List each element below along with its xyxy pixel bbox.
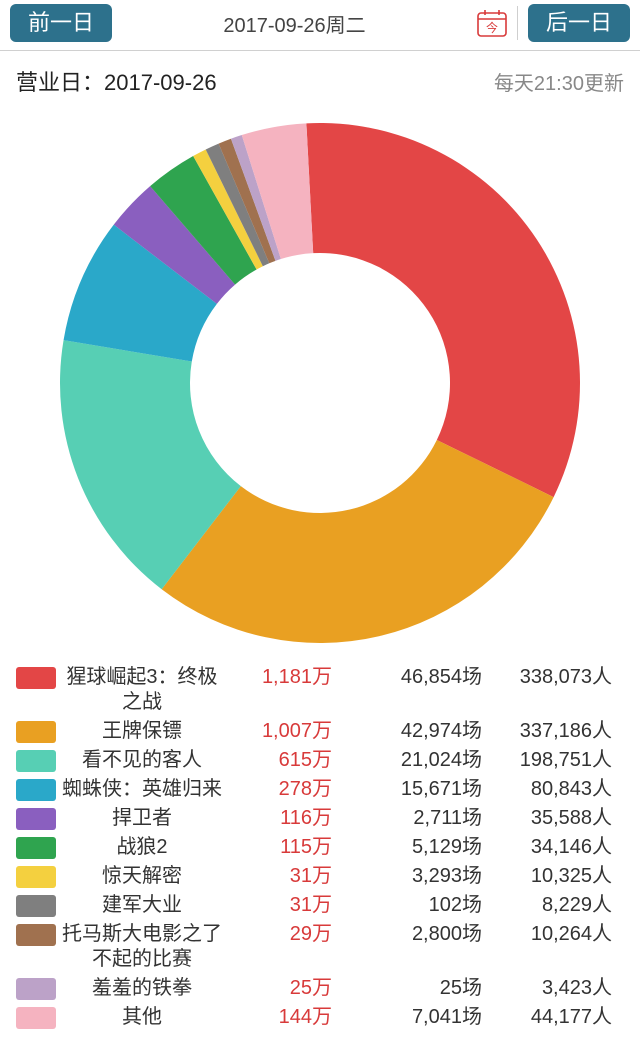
legend-people: 8,229人 (482, 893, 612, 918)
legend-row[interactable]: 猩球崛起3：终极之战1,181万46,854场338,073人 (16, 663, 624, 717)
legend-shows: 5,129场 (342, 835, 482, 860)
legend-table: 猩球崛起3：终极之战1,181万46,854场338,073人王牌保镖1,007… (0, 659, 640, 1048)
legend-people: 34,146人 (482, 835, 612, 860)
legend-shows: 2,800场 (342, 922, 482, 947)
legend-shows: 25场 (342, 976, 482, 1001)
calendar-today-icon[interactable]: 今 (477, 9, 507, 37)
donut-chart-container (0, 103, 640, 659)
legend-gross: 1,181万 (222, 665, 342, 690)
legend-swatch (16, 837, 56, 859)
legend-row[interactable]: 托马斯大电影之了不起的比赛29万2,800场10,264人 (16, 920, 624, 974)
legend-people: 337,186人 (482, 719, 612, 744)
legend-swatch (16, 808, 56, 830)
legend-movie-name: 惊天解密 (62, 864, 222, 889)
legend-people: 80,843人 (482, 777, 612, 802)
legend-swatch (16, 779, 56, 801)
legend-people: 44,177人 (482, 1005, 612, 1030)
legend-row[interactable]: 蜘蛛侠：英雄归来278万15,671场80,843人 (16, 775, 624, 804)
legend-gross: 29万 (222, 922, 342, 947)
legend-gross: 1,007万 (222, 719, 342, 744)
legend-swatch (16, 895, 56, 917)
legend-row[interactable]: 建军大业31万102场8,229人 (16, 891, 624, 920)
business-date-prefix: 营业日： (16, 70, 104, 95)
legend-movie-name: 战狼2 (62, 835, 222, 860)
legend-swatch (16, 978, 56, 1000)
donut-chart (50, 113, 590, 653)
legend-gross: 144万 (222, 1005, 342, 1030)
legend-row[interactable]: 王牌保镖1,007万42,974场337,186人 (16, 717, 624, 746)
legend-swatch (16, 750, 56, 772)
legend-movie-name: 羞羞的铁拳 (62, 976, 222, 1001)
legend-gross: 615万 (222, 748, 342, 773)
legend-people: 198,751人 (482, 748, 612, 773)
legend-shows: 102场 (342, 893, 482, 918)
legend-people: 3,423人 (482, 976, 612, 1001)
legend-swatch (16, 667, 56, 689)
legend-row[interactable]: 战狼2115万5,129场34,146人 (16, 833, 624, 862)
legend-swatch (16, 866, 56, 888)
svg-text:今: 今 (486, 20, 498, 35)
legend-gross: 31万 (222, 893, 342, 918)
legend-people: 35,588人 (482, 806, 612, 831)
legend-shows: 7,041场 (342, 1005, 482, 1030)
legend-row[interactable]: 看不见的客人615万21,024场198,751人 (16, 746, 624, 775)
donut-hole (191, 254, 450, 513)
legend-gross: 116万 (222, 806, 342, 831)
legend-row[interactable]: 其他144万7,041场44,177人 (16, 1003, 624, 1032)
legend-movie-name: 王牌保镖 (62, 719, 222, 744)
legend-gross: 278万 (222, 777, 342, 802)
business-date-value: 2017-09-26 (104, 70, 217, 95)
legend-movie-name: 看不见的客人 (62, 748, 222, 773)
next-day-button[interactable]: 后一日 (528, 4, 630, 42)
legend-movie-name: 建军大业 (62, 893, 222, 918)
legend-swatch (16, 1007, 56, 1029)
legend-shows: 21,024场 (342, 748, 482, 773)
legend-shows: 42,974场 (342, 719, 482, 744)
legend-gross: 31万 (222, 864, 342, 889)
legend-movie-name: 猩球崛起3：终极之战 (62, 665, 222, 715)
business-date: 营业日：2017-09-26 (16, 65, 217, 97)
legend-row[interactable]: 羞羞的铁拳25万25场3,423人 (16, 974, 624, 1003)
legend-movie-name: 其他 (62, 1005, 222, 1030)
legend-people: 338,073人 (482, 665, 612, 690)
subheader: 营业日：2017-09-26 每天21:30更新 (0, 51, 640, 103)
legend-row[interactable]: 惊天解密31万3,293场10,325人 (16, 862, 624, 891)
legend-people: 10,264人 (482, 922, 612, 947)
update-note: 每天21:30更新 (494, 67, 624, 96)
legend-movie-name: 托马斯大电影之了不起的比赛 (62, 922, 222, 972)
legend-shows: 2,711场 (342, 806, 482, 831)
legend-movie-name: 捍卫者 (62, 806, 222, 831)
top-nav: 前一日 2017-09-26周二 今 后一日 (0, 0, 640, 51)
legend-row[interactable]: 捍卫者116万2,711场35,588人 (16, 804, 624, 833)
prev-day-button[interactable]: 前一日 (10, 4, 112, 42)
legend-shows: 46,854场 (342, 665, 482, 690)
legend-shows: 15,671场 (342, 777, 482, 802)
legend-people: 10,325人 (482, 864, 612, 889)
vertical-separator (517, 6, 518, 40)
legend-shows: 3,293场 (342, 864, 482, 889)
legend-gross: 25万 (222, 976, 342, 1001)
legend-gross: 115万 (222, 835, 342, 860)
legend-swatch (16, 924, 56, 946)
legend-movie-name: 蜘蛛侠：英雄归来 (62, 777, 222, 802)
today-group: 今 后一日 (477, 4, 630, 42)
current-date-label: 2017-09-26周二 (223, 9, 365, 38)
legend-swatch (16, 721, 56, 743)
